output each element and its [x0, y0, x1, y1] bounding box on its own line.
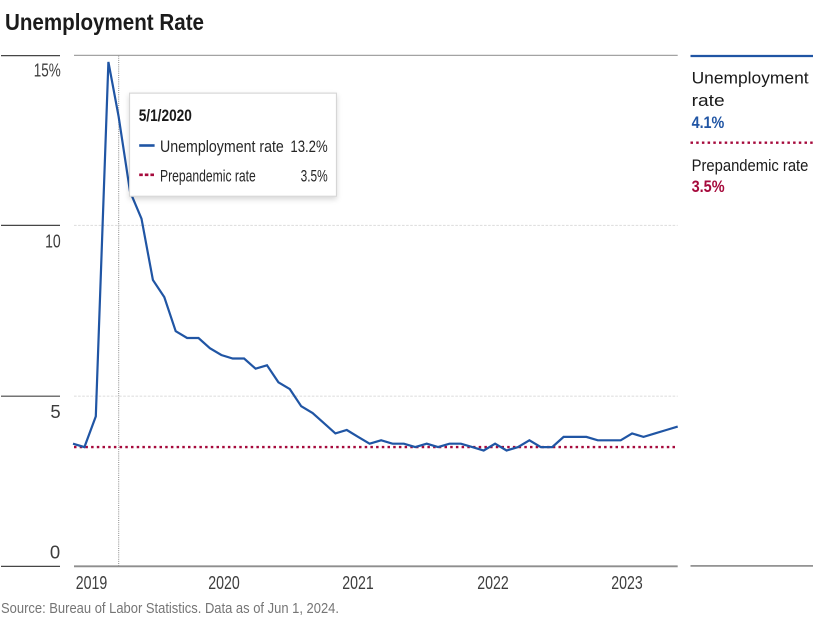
- svg-text:rate: rate: [692, 91, 725, 110]
- svg-text:5: 5: [50, 401, 60, 422]
- svg-text:2023: 2023: [611, 573, 642, 593]
- svg-text:3.5%: 3.5%: [301, 166, 328, 185]
- svg-text:2020: 2020: [208, 573, 239, 593]
- svg-text:2021: 2021: [342, 573, 373, 593]
- svg-text:3.5%: 3.5%: [692, 177, 725, 196]
- svg-text:5/1/2020: 5/1/2020: [139, 106, 192, 125]
- svg-text:13.2%: 13.2%: [290, 137, 327, 156]
- svg-text:Unemployment rate: Unemployment rate: [160, 137, 284, 156]
- svg-text:Prepandemic rate: Prepandemic rate: [692, 156, 809, 175]
- svg-text:2022: 2022: [477, 573, 508, 593]
- svg-text:4.1%: 4.1%: [692, 113, 725, 132]
- svg-text:Unemployment Rate: Unemployment Rate: [5, 9, 204, 35]
- svg-text:2019: 2019: [76, 573, 107, 593]
- svg-text:Source: Bureau of Labor Statis: Source: Bureau of Labor Statistics. Data…: [1, 601, 339, 617]
- svg-text:Prepandemic rate: Prepandemic rate: [160, 166, 256, 185]
- svg-text:0: 0: [50, 542, 60, 563]
- svg-text:Unemployment: Unemployment: [692, 69, 809, 88]
- svg-text:10: 10: [45, 230, 61, 251]
- svg-text:15%: 15%: [34, 60, 61, 81]
